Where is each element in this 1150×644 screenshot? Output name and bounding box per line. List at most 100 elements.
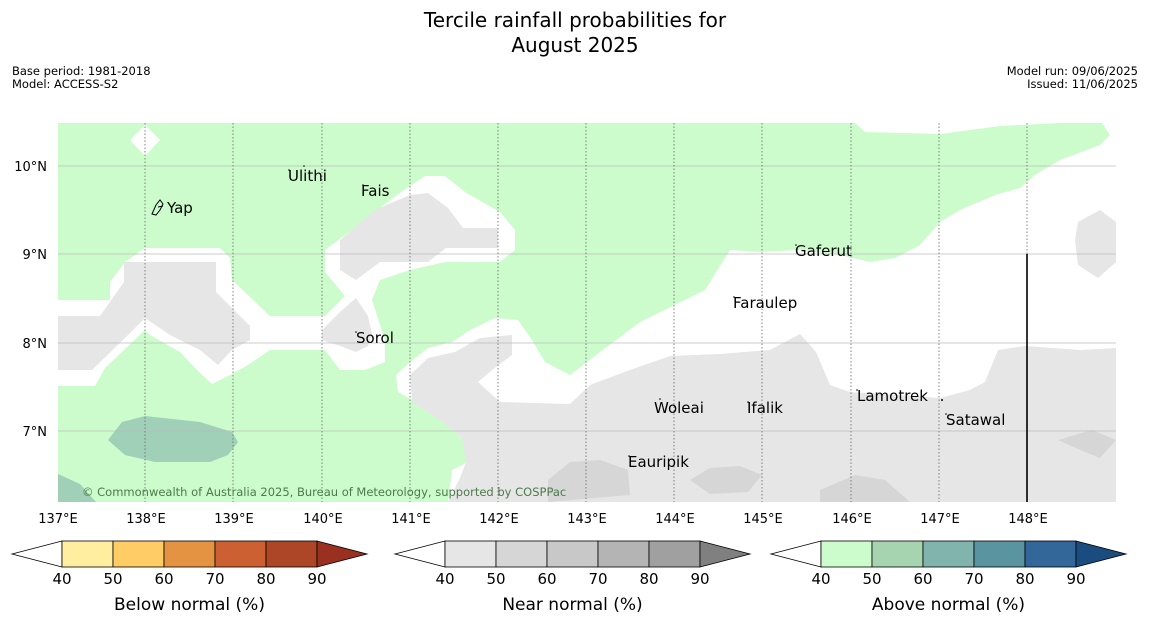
lon-labels: 137°E 138°E 139°E 140°E 141°E 142°E 143°… (38, 512, 1048, 527)
meta-right: Model run: 09/06/2025 Issued: 11/06/2025 (1007, 65, 1138, 91)
base-period: Base period: 1981-2018 (12, 64, 151, 78)
near-normal-50-60-c (820, 475, 910, 502)
colorbar-below-normal-extend-low (10, 540, 63, 568)
meta-left: Base period: 1981-2018 Model: ACCESS-S2 (12, 65, 151, 91)
colorbar-near-normal-label: Near normal (%) (502, 595, 642, 615)
colorbar-above-normal-tick: 40 (811, 570, 830, 588)
place-eauripik: Eauripik (628, 453, 689, 471)
place-faraulep: Faraulep (733, 294, 797, 312)
colorbar-below-normal-tick: 40 (52, 570, 71, 588)
place-gaferut: Gaferut (795, 242, 852, 260)
model-run: Model run: 09/06/2025 (1006, 64, 1138, 78)
colorbar-above-normal-segment-2 (871, 540, 924, 568)
above-normal-50-60-corner (58, 474, 96, 502)
map: Yap Ulithi Fais Gaferut Faraulep Sorol W… (14, 123, 1116, 527)
lat-label-7n: 7°N (23, 425, 48, 440)
near-normal-50-60-b (690, 466, 762, 494)
lon-label-147e: 147°E (920, 512, 960, 527)
colorbar-near-normal-tick: 60 (537, 570, 556, 588)
lon-label-140e: 140°E (303, 512, 343, 527)
lon-label-146e: 146°E (832, 512, 872, 527)
place-names: Yap Ulithi Fais Gaferut Faraulep Sorol W… (166, 167, 1005, 471)
colorbar-below-normal-tick: 70 (205, 570, 224, 588)
lon-label-145e: 145°E (743, 512, 783, 527)
lat-label-9n: 9°N (23, 248, 48, 263)
colorbar-above-normal-extend-low (769, 540, 822, 568)
colorbar-near-normal-extend-high (699, 540, 752, 568)
title-line-2: August 2025 (511, 33, 639, 57)
copyright-notice: © Commonwealth of Australia 2025, Bureau… (82, 485, 566, 499)
colorbar-below-normal-tick: 50 (103, 570, 122, 588)
colorbar-near-normal: 40 50 60 70 80 90 Near normal (%) (393, 540, 752, 615)
colorbar-near-normal-tick: 40 (435, 570, 454, 588)
colorbar-near-normal-tick: 70 (588, 570, 607, 588)
lat-label-10n: 10°N (14, 160, 47, 175)
place-ulithi: Ulithi (288, 167, 327, 185)
place-ifalik: Ifalik (747, 399, 783, 417)
colorbar-above-normal-tick: 70 (964, 570, 983, 588)
above-normal-region (58, 123, 1110, 502)
near-normal-east-patch-2 (1058, 430, 1116, 458)
colorbar-below-normal-extend-high (316, 540, 369, 568)
lat-gridlines (58, 165, 1116, 432)
colorbar-above-normal-tick: 80 (1015, 570, 1034, 588)
colorbar-above-normal-tick: 50 (862, 570, 881, 588)
colorbar-above-normal-extend-high (1075, 540, 1128, 568)
colorbar-above-normal-segment-3 (922, 540, 975, 568)
lon-label-138e: 138°E (126, 512, 166, 527)
colorbar-near-normal-segment-1 (444, 540, 497, 568)
place-lamotrek: Lamotrek (857, 387, 928, 405)
colorbar-above-normal-label: Above normal (%) (872, 595, 1025, 615)
colorbar-below-normal-segment-5 (265, 540, 318, 568)
colorbar-below-normal-label: Below normal (%) (114, 595, 265, 615)
lon-label-144e: 144°E (655, 512, 695, 527)
place-fais: Fais (361, 182, 390, 200)
lon-label-148e: 148°E (1008, 512, 1048, 527)
lon-label-141e: 141°E (391, 512, 431, 527)
issued-date: Issued: 11/06/2025 (1027, 77, 1138, 91)
colorbar-near-normal-tick: 90 (690, 570, 709, 588)
colorbar-below-normal-tick: 80 (256, 570, 275, 588)
colorbar-above-normal-segment-4 (973, 540, 1026, 568)
colorbar-above-normal: 40 50 60 70 80 90 Above normal (%) (769, 540, 1128, 615)
near-normal-east-patch (1075, 210, 1116, 278)
colorbar-below-normal-segment-2 (112, 540, 165, 568)
colorbar-near-normal-segment-4 (597, 540, 650, 568)
island-dots (288, 165, 947, 457)
colorbar-below-normal-tick: 90 (307, 570, 326, 588)
title-line-1: Tercile rainfall probabilities for (423, 8, 727, 32)
colorbar-near-normal-segment-3 (546, 540, 599, 568)
colorbar-below-normal: 40 50 60 70 80 90 Below normal (%) (10, 540, 369, 615)
colorbar-near-normal-tick: 50 (486, 570, 505, 588)
lon-label-143e: 143°E (567, 512, 607, 527)
colorbar-below-normal-segment-3 (163, 540, 216, 568)
near-normal-west-3 (322, 298, 372, 352)
colorbar-above-normal-segment-5 (1024, 540, 1077, 568)
near-normal-south-east (410, 334, 1116, 502)
near-normal-west-2 (340, 193, 498, 280)
colorbar-near-normal-tick: 80 (639, 570, 658, 588)
colorbar-below-normal-segment-4 (214, 540, 267, 568)
colorbar-above-normal-tick: 60 (913, 570, 932, 588)
colorbar-above-normal-tick: 90 (1066, 570, 1085, 588)
place-yap: Yap (166, 199, 193, 217)
colorbar-below-normal-segment-1 (61, 540, 114, 568)
above-normal-50-60-patch (108, 416, 238, 462)
lat-label-8n: 8°N (23, 337, 48, 352)
model-name: Model: ACCESS-S2 (12, 77, 119, 91)
colorbar-below-normal-tick: 60 (154, 570, 173, 588)
place-satawal: Satawal (946, 411, 1005, 429)
colorbar-above-normal-segment-1 (820, 540, 873, 568)
place-sorol: Sorol (356, 329, 394, 347)
colorbar-near-normal-segment-5 (648, 540, 701, 568)
colorbar-near-normal-segment-2 (495, 540, 548, 568)
chart-title: Tercile rainfall probabilities for Augus… (0, 8, 1150, 58)
lat-labels: 10°N 9°N 8°N 7°N (14, 160, 47, 440)
lon-label-142e: 142°E (479, 512, 519, 527)
lon-gridlines (144, 123, 1028, 502)
colorbar-near-normal-extend-low (393, 540, 446, 568)
lon-label-137e: 137°E (38, 512, 78, 527)
near-normal-50-60-a (548, 460, 630, 502)
colorbars: 40 50 60 70 80 90 Below normal (%) 40 50 60 70 80 9… (10, 540, 1128, 615)
lon-label-139e: 139°E (214, 512, 254, 527)
